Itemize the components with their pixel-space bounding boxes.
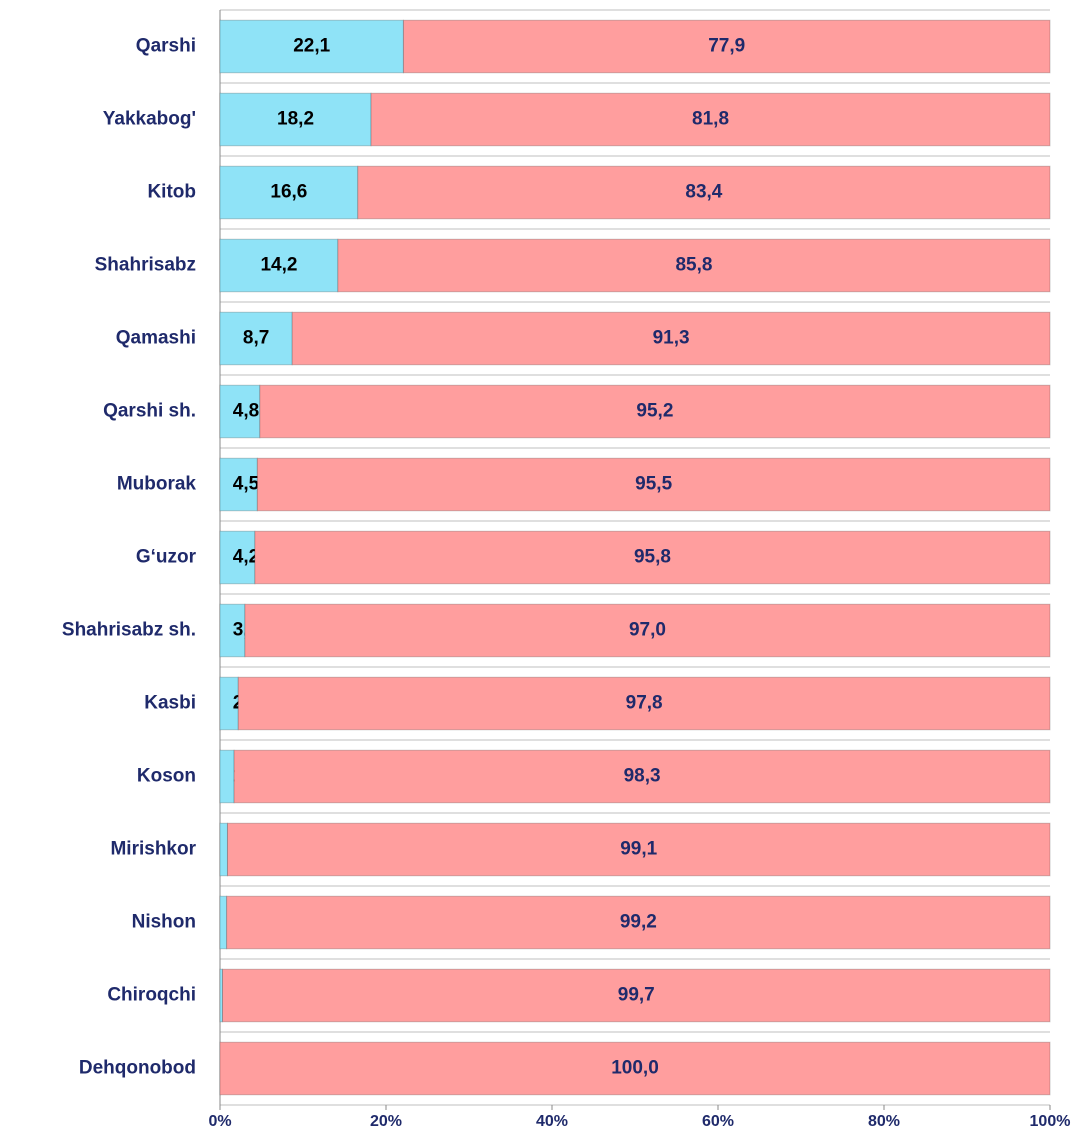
bar-segment [219,311,293,366]
value-label: 95,2 [636,401,673,422]
category-label: Chiroqchi [107,985,196,1006]
category-label: Muborak [117,474,197,495]
value-label: 85,8 [675,255,712,276]
bar-segment [219,603,246,658]
category-label: Nishon [132,912,196,933]
value-label: 99,2 [620,912,657,933]
x-tick-label: 40% [536,1113,568,1130]
bar-segment [219,92,372,147]
category-label: Qamashi [116,328,196,349]
category-label: Kasbi [144,693,196,714]
bar-segment [226,822,1051,877]
value-label: 4,5 [233,474,260,495]
value-label: 18,2 [277,109,314,130]
category-label: Dehqonobod [79,1058,196,1079]
category-label: Koson [137,766,196,787]
category-label: Mirishkor [110,839,196,860]
value-label: 22,1 [293,36,330,57]
value-label: 97,8 [626,693,663,714]
bar-segment [291,311,1051,366]
x-tick-label: 100% [1030,1113,1071,1130]
value-label: 95,8 [634,547,671,568]
bar-segment [254,530,1051,585]
value-label: 99,1 [620,839,657,860]
category-label: Qarshi sh. [103,401,196,422]
value-label: 14,2 [260,255,297,276]
x-tick-label: 20% [370,1113,402,1130]
value-label: 98,3 [624,766,661,787]
bar-segment [219,1041,1051,1096]
bar-segment [226,895,1051,950]
value-label: 81,8 [692,109,729,130]
value-label: 97,0 [629,620,666,641]
bar-segment [259,384,1051,439]
category-label: Kitob [147,182,196,203]
bar-segment [357,165,1051,220]
value-label: 4,8 [233,401,259,422]
bar-segment [219,530,256,585]
bar-segment [221,968,1051,1023]
value-label: 83,4 [685,182,722,203]
x-tick-label: 80% [868,1113,900,1130]
bar-segment [370,92,1051,147]
bar-segment [219,19,404,74]
bar-segment [219,822,228,877]
value-label: 95,5 [635,474,672,495]
value-label: 77,9 [708,36,745,57]
value-label: 8,7 [243,328,269,349]
value-label: 99,7 [618,985,655,1006]
category-label: Qarshi [136,36,196,57]
bar-segment [256,457,1051,512]
bar-segment [244,603,1051,658]
bar-segment [237,676,1051,731]
value-label: 4,2 [233,547,259,568]
category-label: Shahrisabz sh. [62,620,196,641]
bar-segment [219,895,228,950]
bar-segment [219,457,258,512]
bar-segment [219,165,359,220]
value-label: 16,6 [270,182,307,203]
value-label: 100,0 [611,1058,659,1079]
category-label: Yakkabog' [103,109,196,130]
bar-segment [402,19,1051,74]
category-label: G‘uzor [136,547,197,568]
x-tick-label: 0% [208,1113,231,1130]
category-label: Shahrisabz [95,255,196,276]
bar-segment [337,238,1051,293]
bar-segment [219,384,261,439]
bar-segment [233,749,1051,804]
x-tick-label: 60% [702,1113,734,1130]
bar-segment [219,238,339,293]
value-label: 91,3 [653,328,690,349]
